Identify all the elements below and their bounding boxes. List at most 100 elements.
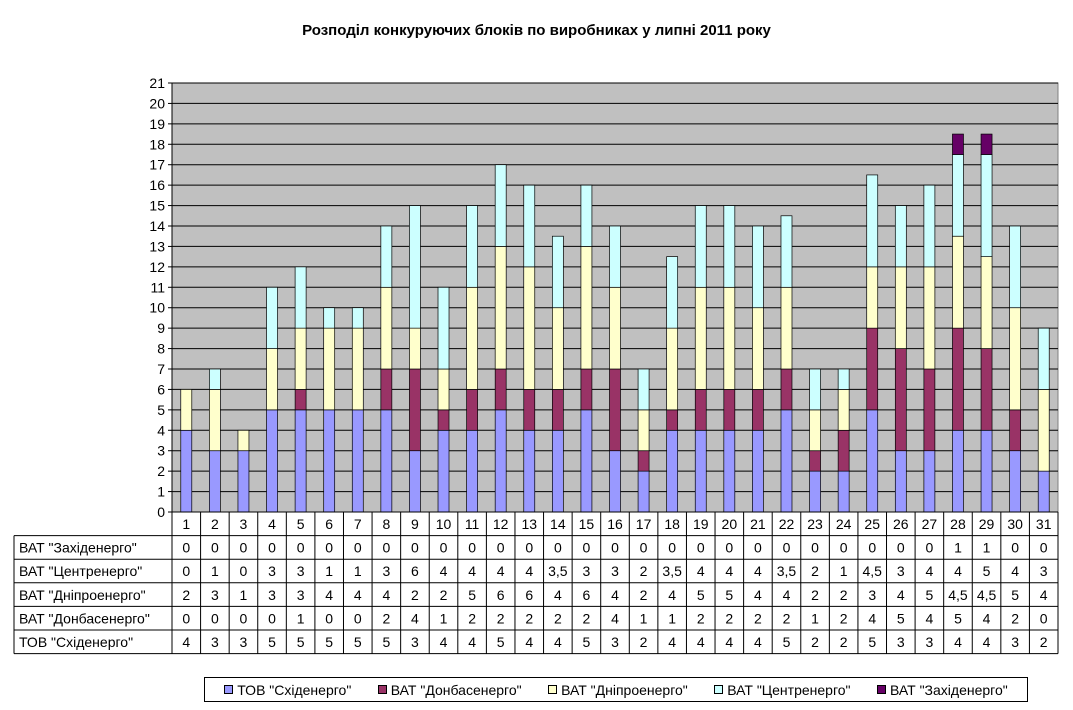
table-value: 0 xyxy=(268,610,276,626)
table-value: 0 xyxy=(725,540,733,556)
table-series-name: ВАТ "Донбасенерго" xyxy=(19,610,150,626)
table-value: 4 xyxy=(868,610,876,626)
legend-swatch xyxy=(877,685,887,694)
table-value: 2 xyxy=(382,610,390,626)
table-value: 4 xyxy=(668,634,676,650)
bar-segment xyxy=(580,184,593,247)
y-tick-label: 8 xyxy=(157,341,165,357)
bar-segment xyxy=(980,154,993,257)
bar-segment xyxy=(837,470,850,513)
legend-swatch xyxy=(224,685,234,694)
x-tick-label: 21 xyxy=(750,516,766,532)
bar-segment xyxy=(637,368,650,411)
table-value: 2 xyxy=(583,610,591,626)
bar-segment xyxy=(523,429,536,513)
table-value: 0 xyxy=(1040,610,1048,626)
bar-segment xyxy=(780,409,793,513)
chart-title: Розподіл конкуруючих блоків по виробника… xyxy=(302,22,771,39)
bar-segment xyxy=(323,307,336,329)
table-value: 1 xyxy=(668,610,676,626)
bar-segment xyxy=(437,409,450,431)
table-value: 4 xyxy=(382,587,390,603)
bar-segment xyxy=(809,409,821,452)
bar-segment xyxy=(866,327,879,411)
table-value: 4 xyxy=(783,587,791,603)
bar-segment xyxy=(580,246,593,370)
table-value: 4 xyxy=(1040,587,1048,603)
bar-segment xyxy=(266,348,278,411)
table-value: 4 xyxy=(411,610,419,626)
table-value: 0 xyxy=(297,540,305,556)
bar-segment xyxy=(809,450,821,472)
bar-segment xyxy=(523,266,536,390)
bar-segment xyxy=(637,470,650,513)
bar-segment xyxy=(351,307,364,329)
y-tick-label: 7 xyxy=(157,361,165,377)
table-value: 1 xyxy=(297,610,305,626)
table-value: 3 xyxy=(1040,563,1048,579)
y-tick-label: 12 xyxy=(149,259,165,275)
table-value: 0 xyxy=(868,540,876,556)
table-series-name: ВАТ "Західенерго" xyxy=(19,540,137,556)
table-value: 6 xyxy=(583,587,591,603)
table-value: 3 xyxy=(897,563,905,579)
table-value: 0 xyxy=(668,540,676,556)
bar-segment xyxy=(494,409,507,513)
legend-item: ВАТ "Центренерго" xyxy=(714,682,851,698)
table-value: 4 xyxy=(954,634,962,650)
y-tick-label: 17 xyxy=(149,157,165,173)
table-value: 4 xyxy=(325,587,333,603)
table-value: 4 xyxy=(897,587,905,603)
x-tick-label: 7 xyxy=(354,516,362,532)
bar-segment xyxy=(409,368,421,452)
table-value: 5 xyxy=(325,634,333,650)
table-value: 6 xyxy=(411,563,419,579)
table-series-name: ВАТ "Дніпроенерго" xyxy=(19,587,146,603)
bar-segment xyxy=(980,133,993,155)
table-value: 2 xyxy=(1011,610,1019,626)
table-value: 4 xyxy=(725,634,733,650)
table-value: 2 xyxy=(811,634,819,650)
table-value: 2 xyxy=(697,610,705,626)
x-tick-label: 11 xyxy=(465,516,480,532)
x-tick-label: 31 xyxy=(1036,516,1052,532)
table-value: 4 xyxy=(611,587,619,603)
bar-segment xyxy=(609,225,621,288)
bar-segment xyxy=(466,389,478,431)
legend-swatch xyxy=(548,685,558,694)
bar-segment xyxy=(466,429,478,513)
x-tick-label: 27 xyxy=(922,516,938,532)
table-value: 3 xyxy=(1011,634,1019,650)
table-value: 2 xyxy=(811,587,819,603)
table-value: 0 xyxy=(211,610,219,626)
bar-segment xyxy=(952,235,964,329)
x-tick-label: 16 xyxy=(607,516,623,532)
table-value: 3,5 xyxy=(548,563,568,579)
bar-segment xyxy=(666,409,679,431)
table-value: 4 xyxy=(983,634,991,650)
x-tick-label: 12 xyxy=(493,516,509,532)
bar-segment xyxy=(237,429,250,452)
legend-swatch xyxy=(377,685,387,694)
table-value: 0 xyxy=(211,540,219,556)
table-value: 2 xyxy=(554,610,562,626)
table-value: 5 xyxy=(697,587,705,603)
bar-segment xyxy=(1009,409,1021,452)
legend-label: ТОВ "Східенерго" xyxy=(237,681,352,698)
table-value: 1 xyxy=(240,587,248,603)
x-tick-label: 29 xyxy=(979,516,995,532)
table-value: 4 xyxy=(525,563,533,579)
y-tick-label: 15 xyxy=(149,198,165,214)
x-tick-label: 8 xyxy=(382,516,390,532)
x-tick-label: 10 xyxy=(436,516,452,532)
table-value: 3 xyxy=(411,634,419,650)
table-value: 2 xyxy=(497,610,505,626)
table-value: 0 xyxy=(354,540,362,556)
x-tick-label: 19 xyxy=(693,516,709,532)
bar-segment xyxy=(380,368,393,411)
bar-segment xyxy=(494,164,507,247)
table-value: 0 xyxy=(611,540,619,556)
table-value: 2 xyxy=(725,610,733,626)
bar-segment xyxy=(466,286,478,390)
bar-segment xyxy=(752,225,764,309)
